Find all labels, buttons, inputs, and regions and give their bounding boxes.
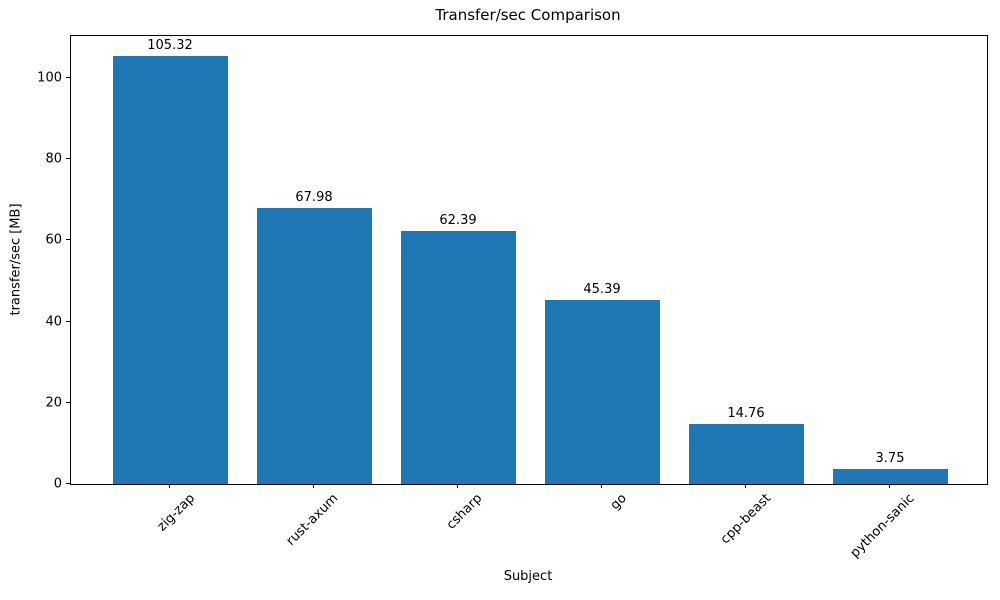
bar-value-label: 14.76 <box>727 406 765 421</box>
x-tick-label-zig-zap: zig-zap <box>154 491 198 535</box>
y-tick-mark <box>66 77 70 78</box>
x-tick-label-python-sanic: python-sanic <box>847 491 918 561</box>
y-tick-label-20: 20 <box>45 395 62 410</box>
x-tick-mark <box>313 484 314 488</box>
bar-value-label: 105.32 <box>147 38 193 53</box>
y-tick-mark <box>66 239 70 240</box>
y-tick-label-80: 80 <box>45 151 62 166</box>
bar-python-sanic <box>832 469 948 484</box>
x-tick-mark <box>169 484 170 488</box>
y-tick-label-100: 100 <box>37 70 62 85</box>
chart-title: Transfer/sec Comparison <box>435 6 621 24</box>
bar-value-label: 67.98 <box>295 190 333 205</box>
bar-value-label: 3.75 <box>875 451 905 466</box>
x-tick-mark <box>457 484 458 488</box>
bar-value-label: 45.39 <box>583 282 621 297</box>
y-tick-label-0: 0 <box>53 476 62 491</box>
y-axis-label: transfer/sec [MB] <box>8 203 24 316</box>
y-tick-mark <box>66 402 70 403</box>
bar-cpp-beast <box>688 424 804 484</box>
y-tick-mark <box>66 483 70 484</box>
x-tick-mark <box>745 484 746 488</box>
y-tick-label-40: 40 <box>45 314 62 329</box>
bar-rust-axum <box>256 208 372 484</box>
x-tick-label-go: go <box>607 491 630 514</box>
y-tick-mark <box>66 158 70 159</box>
x-tick-label-csharp: csharp <box>444 491 486 533</box>
y-tick-mark <box>66 321 70 322</box>
x-tick-label-rust-axum: rust-axum <box>283 491 342 549</box>
x-axis-label: Subject <box>503 569 553 584</box>
bar-zig-zap <box>112 56 228 484</box>
x-tick-mark <box>889 484 890 488</box>
bar-csharp <box>400 231 516 484</box>
bar-go <box>544 300 660 484</box>
y-tick-label-60: 60 <box>45 232 62 247</box>
x-tick-label-cpp-beast: cpp-beast <box>717 491 774 548</box>
bar-value-label: 62.39 <box>439 213 477 228</box>
plot-area: 105.32 67.98 62.39 45.39 14.76 3.75 <box>70 35 988 485</box>
x-tick-mark <box>601 484 602 488</box>
